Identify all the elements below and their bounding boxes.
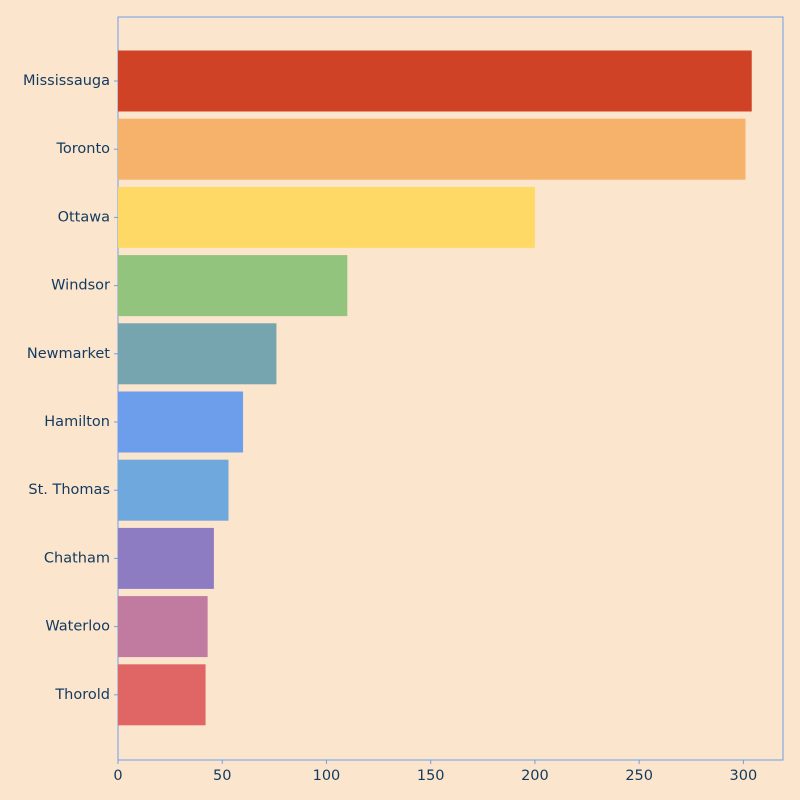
bar-windsor (118, 255, 348, 317)
category-label-waterloo: Waterloo (45, 619, 110, 635)
x-tick-label-100: 100 (313, 768, 341, 784)
bar-ottawa (118, 186, 535, 248)
bar-newmarket (118, 323, 277, 385)
bar-toronto (118, 118, 746, 180)
category-label-chatham: Chatham (44, 550, 110, 566)
x-tick-label-50: 50 (213, 768, 231, 784)
category-label-st-thomas: St. Thomas (28, 482, 110, 498)
bars-group (118, 50, 752, 726)
category-label-hamilton: Hamilton (44, 414, 110, 430)
x-tick-label-250: 250 (625, 768, 653, 784)
x-tick-label-200: 200 (521, 768, 549, 784)
bar-st-thomas (118, 459, 229, 521)
category-label-toronto: Toronto (55, 141, 110, 157)
category-label-ottawa: Ottawa (58, 209, 110, 225)
x-tick-label-150: 150 (417, 768, 445, 784)
category-label-newmarket: Newmarket (27, 346, 110, 362)
bar-mississauga (118, 50, 752, 112)
category-label-windsor: Windsor (51, 278, 110, 294)
bar-hamilton (118, 391, 244, 453)
x-tick-label-300: 300 (730, 768, 758, 784)
bar-thorold (118, 664, 206, 726)
category-labels: Mississauga Toronto Ottawa Windsor Newmarket… (23, 73, 118, 703)
plot-area (117, 16, 784, 761)
bar-waterloo (118, 596, 208, 658)
category-label-thorold: Thorold (54, 687, 110, 703)
x-axis-ticks: 0 50 100 150 200 250 300 (113, 760, 757, 784)
category-label-mississauga: Mississauga (23, 73, 110, 89)
bar-chatham (118, 527, 214, 589)
x-tick-label-0: 0 (113, 768, 122, 784)
